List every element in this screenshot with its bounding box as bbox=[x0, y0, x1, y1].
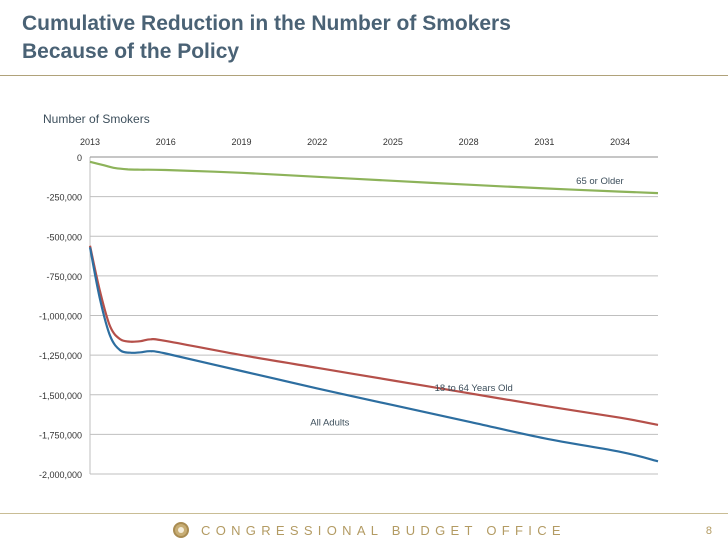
footer-org-name: CONGRESSIONAL BUDGET OFFICE bbox=[201, 523, 566, 538]
x-tick-label: 2031 bbox=[534, 137, 554, 147]
y-tick-label: -750,000 bbox=[46, 272, 82, 282]
page-title: Cumulative Reduction in the Number of Sm… bbox=[22, 10, 712, 66]
y-tick-label: -250,000 bbox=[46, 193, 82, 203]
series-line bbox=[88, 245, 659, 426]
x-tick-label: 2028 bbox=[459, 137, 479, 147]
title-line-2: Because of the Policy bbox=[22, 40, 240, 63]
title-line-1: Cumulative Reduction in the Number of Sm… bbox=[22, 12, 511, 35]
y-tick-label: -1,000,000 bbox=[39, 312, 82, 322]
series-label: All Adults bbox=[310, 418, 349, 429]
series-label: 18 to 64 Years Old bbox=[435, 383, 513, 394]
x-axis-ticks: 2013 2016 2019 2022 2025 2028 2031 2034 bbox=[80, 137, 630, 147]
y-axis-ticks: 0 -250,000 -500,000 -750,000 -1,000,000 -1,25… bbox=[39, 153, 82, 480]
x-tick-label: 2013 bbox=[80, 137, 100, 147]
series-line bbox=[88, 247, 659, 463]
y-tick-label: 0 bbox=[77, 153, 82, 163]
x-tick-label: 2019 bbox=[231, 137, 251, 147]
page-number: 8 bbox=[705, 525, 712, 537]
grid-lines bbox=[89, 156, 658, 475]
series-lines bbox=[88, 160, 659, 463]
y-tick-label: -1,750,000 bbox=[39, 430, 82, 440]
x-tick-label: 2016 bbox=[156, 137, 176, 147]
line-chart: Number of Smokers 0 -250,000 -500,000 -750,… bbox=[39, 112, 659, 480]
y-axis-label: Number of Smokers bbox=[43, 112, 150, 126]
x-tick-label: 2034 bbox=[610, 137, 630, 147]
y-tick-label: -500,000 bbox=[46, 232, 82, 242]
y-tick-label: -2,000,000 bbox=[39, 470, 82, 480]
series-line bbox=[89, 160, 659, 195]
y-tick-label: -1,250,000 bbox=[39, 351, 82, 361]
y-tick-label: -1,500,000 bbox=[39, 391, 82, 401]
series-label: 65 or Older bbox=[576, 176, 624, 187]
footer-divider bbox=[0, 513, 728, 514]
series-annotations: 65 or Older 18 to 64 Years Old All Adults bbox=[310, 176, 623, 429]
x-tick-label: 2022 bbox=[307, 137, 327, 147]
x-tick-label: 2025 bbox=[383, 137, 403, 147]
title-divider bbox=[0, 75, 728, 76]
cbo-seal-icon bbox=[173, 522, 189, 538]
